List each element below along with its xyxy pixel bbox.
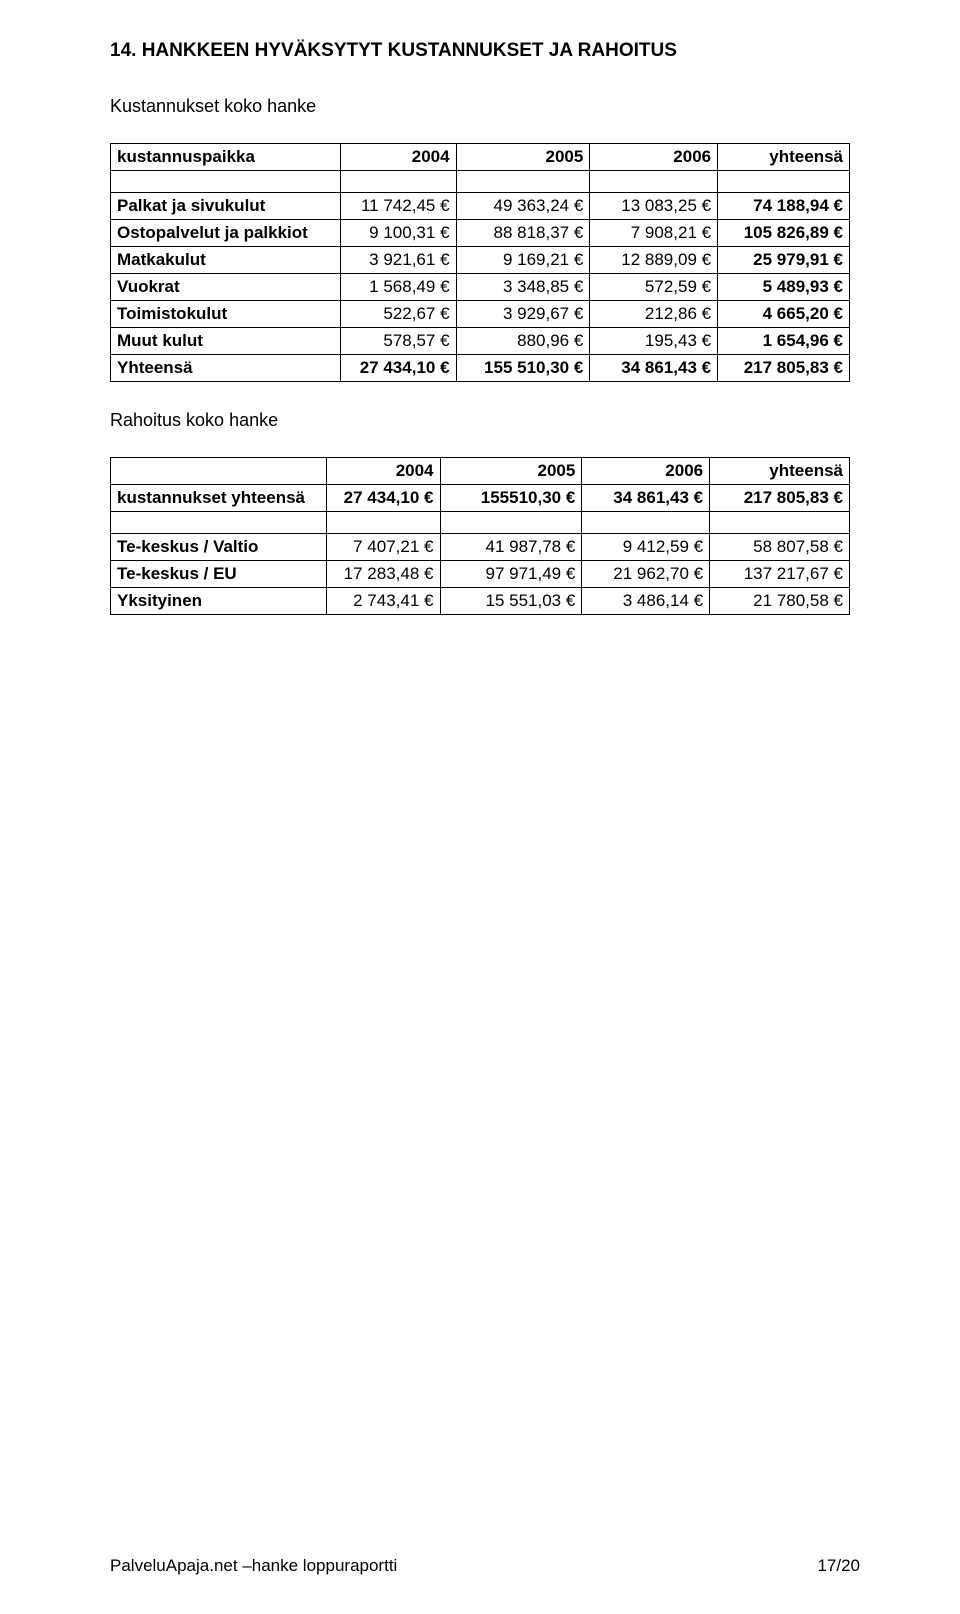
cell: 21 962,70 €	[582, 561, 710, 588]
table-row: kustannuspaikka 2004 2005 2006 yhteensä	[111, 144, 850, 171]
cell: 34 861,43 €	[582, 485, 710, 512]
row-label: Yhteensä	[111, 355, 341, 382]
table-row: Toimistokulut 522,67 € 3 929,67 € 212,86…	[111, 301, 850, 328]
col-header: yhteensä	[718, 144, 850, 171]
cell: 49 363,24 €	[456, 193, 590, 220]
footer-right: 17/20	[817, 1556, 860, 1576]
cell: 9 412,59 €	[582, 534, 710, 561]
table-row: Palkat ja sivukulut 11 742,45 € 49 363,2…	[111, 193, 850, 220]
footer-left: PalveluApaja.net –hanke loppuraportti	[110, 1556, 397, 1576]
cell: 4 665,20 €	[718, 301, 850, 328]
table-row	[111, 512, 850, 534]
cell: 2 743,41 €	[326, 588, 440, 615]
table-row: Yksityinen 2 743,41 € 15 551,03 € 3 486,…	[111, 588, 850, 615]
table-row: Matkakulut 3 921,61 € 9 169,21 € 12 889,…	[111, 247, 850, 274]
cell: 155510,30 €	[440, 485, 582, 512]
cell: 212,86 €	[590, 301, 718, 328]
cell: 578,57 €	[340, 328, 456, 355]
section-title: 14. HANKKEEN HYVÄKSYTYT KUSTANNUKSET JA …	[110, 40, 860, 62]
costs-table: kustannuspaikka 2004 2005 2006 yhteensä …	[110, 143, 850, 382]
cell: 97 971,49 €	[440, 561, 582, 588]
cell: 1 568,49 €	[340, 274, 456, 301]
page-footer: PalveluApaja.net –hanke loppuraportti 17…	[110, 1556, 860, 1576]
cell: 7 407,21 €	[326, 534, 440, 561]
cell: 155 510,30 €	[456, 355, 590, 382]
cell: 12 889,09 €	[590, 247, 718, 274]
table-row: 2004 2005 2006 yhteensä	[111, 458, 850, 485]
cell: 217 805,83 €	[718, 355, 850, 382]
table2-caption: Rahoitus koko hanke	[110, 410, 860, 431]
row-label: Muut kulut	[111, 328, 341, 355]
col-header: 2006	[590, 144, 718, 171]
cell: 41 987,78 €	[440, 534, 582, 561]
cell: 21 780,58 €	[710, 588, 850, 615]
col-header: 2005	[456, 144, 590, 171]
cell: 3 348,85 €	[456, 274, 590, 301]
row-label: Te-keskus / EU	[111, 561, 327, 588]
cell: 3 929,67 €	[456, 301, 590, 328]
cell: 25 979,91 €	[718, 247, 850, 274]
financing-table: 2004 2005 2006 yhteensä kustannukset yht…	[110, 457, 850, 615]
cell: 58 807,58 €	[710, 534, 850, 561]
cell: 27 434,10 €	[326, 485, 440, 512]
cell: 572,59 €	[590, 274, 718, 301]
cell: 13 083,25 €	[590, 193, 718, 220]
cell: 217 805,83 €	[710, 485, 850, 512]
col-header: 2004	[326, 458, 440, 485]
cell: 105 826,89 €	[718, 220, 850, 247]
cell: 137 217,67 €	[710, 561, 850, 588]
table1-caption: Kustannukset koko hanke	[110, 96, 860, 117]
cell: 9 169,21 €	[456, 247, 590, 274]
table-row: Ostopalvelut ja palkkiot 9 100,31 € 88 8…	[111, 220, 850, 247]
cell: 195,43 €	[590, 328, 718, 355]
col-header: kustannuspaikka	[111, 144, 341, 171]
row-label: Toimistokulut	[111, 301, 341, 328]
cell: 1 654,96 €	[718, 328, 850, 355]
cell: 7 908,21 €	[590, 220, 718, 247]
table-row: Vuokrat 1 568,49 € 3 348,85 € 572,59 € 5…	[111, 274, 850, 301]
cell: 27 434,10 €	[340, 355, 456, 382]
table-row: Te-keskus / Valtio 7 407,21 € 41 987,78 …	[111, 534, 850, 561]
cell: 17 283,48 €	[326, 561, 440, 588]
cell: 9 100,31 €	[340, 220, 456, 247]
table-row: Te-keskus / EU 17 283,48 € 97 971,49 € 2…	[111, 561, 850, 588]
cell: 522,67 €	[340, 301, 456, 328]
cell	[111, 458, 327, 485]
col-header: yhteensä	[710, 458, 850, 485]
row-label: Ostopalvelut ja palkkiot	[111, 220, 341, 247]
table-row: kustannukset yhteensä 27 434,10 € 155510…	[111, 485, 850, 512]
cell: 11 742,45 €	[340, 193, 456, 220]
col-header: 2006	[582, 458, 710, 485]
col-header: 2004	[340, 144, 456, 171]
cell: 880,96 €	[456, 328, 590, 355]
table-row: Yhteensä 27 434,10 € 155 510,30 € 34 861…	[111, 355, 850, 382]
cell: 5 489,93 €	[718, 274, 850, 301]
cell: 74 188,94 €	[718, 193, 850, 220]
cell: 3 921,61 €	[340, 247, 456, 274]
cell: 34 861,43 €	[590, 355, 718, 382]
row-label: Palkat ja sivukulut	[111, 193, 341, 220]
row-label: Yksityinen	[111, 588, 327, 615]
row-label: Te-keskus / Valtio	[111, 534, 327, 561]
col-header: 2005	[440, 458, 582, 485]
row-label: Vuokrat	[111, 274, 341, 301]
cell: 88 818,37 €	[456, 220, 590, 247]
row-label: kustannukset yhteensä	[111, 485, 327, 512]
table-row	[111, 171, 850, 193]
cell: 3 486,14 €	[582, 588, 710, 615]
cell: 15 551,03 €	[440, 588, 582, 615]
row-label: Matkakulut	[111, 247, 341, 274]
table-row: Muut kulut 578,57 € 880,96 € 195,43 € 1 …	[111, 328, 850, 355]
